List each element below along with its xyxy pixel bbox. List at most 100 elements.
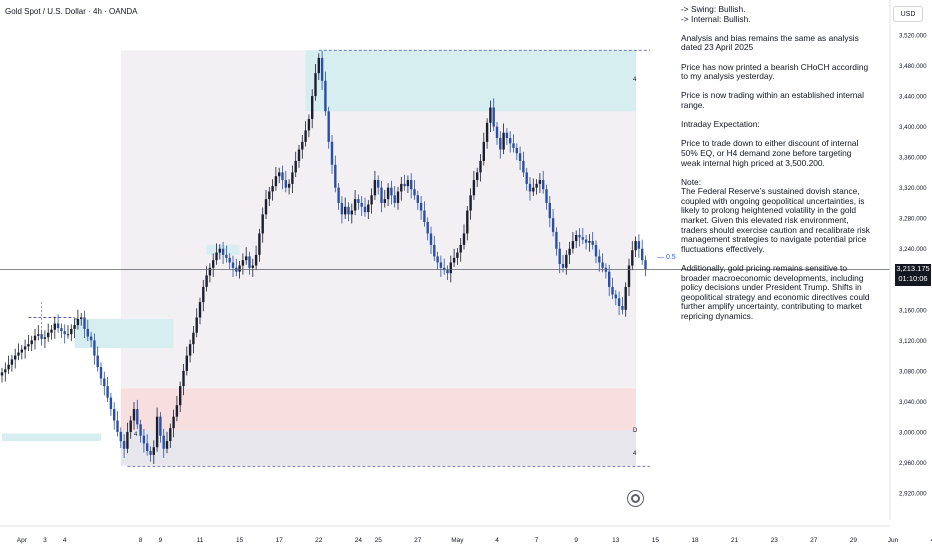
fib-level-label: — 0.5 bbox=[657, 254, 676, 261]
candle-body bbox=[132, 409, 136, 421]
candle-body bbox=[205, 275, 208, 287]
candle-body bbox=[604, 267, 608, 272]
candle-body bbox=[248, 256, 251, 268]
candle-body bbox=[578, 234, 581, 238]
candle-body bbox=[274, 176, 278, 187]
candle-body bbox=[73, 325, 76, 329]
candle-body bbox=[502, 132, 505, 150]
candle-body bbox=[330, 141, 334, 165]
candle-body bbox=[545, 189, 548, 203]
y-tick-label: 3,480.000 bbox=[899, 63, 927, 70]
candle-body bbox=[641, 248, 644, 261]
y-tick-label: 3,400.000 bbox=[899, 124, 927, 131]
candle-body bbox=[96, 355, 99, 368]
candle-body bbox=[423, 210, 426, 223]
candle-body bbox=[591, 241, 594, 245]
candle-body bbox=[254, 254, 258, 266]
x-tick-label: 8 bbox=[139, 537, 143, 544]
candle-body bbox=[162, 435, 165, 449]
candle-body bbox=[403, 183, 406, 187]
candle-body bbox=[532, 187, 535, 192]
demand-zone-4-label: 4 bbox=[633, 451, 637, 457]
note-title: Note: bbox=[681, 176, 702, 187]
candle-body bbox=[393, 195, 396, 203]
supply-zone-label: 4 bbox=[633, 77, 637, 83]
candle-body bbox=[337, 187, 340, 203]
candle-body bbox=[37, 334, 40, 336]
candle-body bbox=[182, 370, 185, 387]
x-tick-label: 13 bbox=[612, 537, 620, 544]
x-tick-label: 25 bbox=[375, 537, 383, 544]
x-tick-label: 15 bbox=[236, 537, 244, 544]
x-tick-label: 23 bbox=[771, 537, 779, 544]
x-tick-label: 22 bbox=[315, 537, 323, 544]
candle-body bbox=[499, 138, 502, 150]
candle-body bbox=[485, 122, 489, 142]
candle-body bbox=[113, 409, 116, 421]
analysis-notes: -> Swing: Bullish. -> Internal: Bullish.… bbox=[681, 4, 871, 331]
tradingview-logo-icon[interactable] bbox=[627, 490, 644, 507]
candle-body bbox=[542, 180, 545, 190]
candle-body bbox=[608, 271, 611, 287]
candle-body bbox=[558, 248, 561, 264]
candle-body bbox=[291, 172, 294, 184]
candle-body bbox=[614, 294, 617, 299]
candle-body bbox=[400, 183, 403, 192]
candle-body bbox=[505, 132, 509, 139]
y-tick-label: 3,360.000 bbox=[899, 155, 927, 162]
x-tick-label: 15 bbox=[652, 537, 660, 544]
candle-body bbox=[370, 195, 373, 205]
x-tick-label: 18 bbox=[691, 537, 699, 544]
x-tick-label: 4 bbox=[495, 537, 499, 544]
candle-body bbox=[122, 441, 126, 449]
candle-body bbox=[139, 424, 142, 436]
swing-label: 4 bbox=[134, 432, 138, 438]
bias-swing: -> Swing: Bullish. bbox=[681, 4, 746, 14]
bias-internal: -> Internal: Bullish. bbox=[681, 13, 751, 24]
y-tick-label: 3,240.000 bbox=[899, 246, 927, 253]
currency-button[interactable]: USD bbox=[893, 6, 923, 22]
candle-body bbox=[601, 262, 604, 268]
candle-body bbox=[66, 334, 70, 336]
candle-body bbox=[241, 260, 245, 266]
y-tick-label: 3,160.000 bbox=[899, 307, 927, 314]
y-tick-label: 3,320.000 bbox=[899, 185, 927, 192]
candle-body bbox=[492, 107, 495, 127]
candle-body bbox=[446, 270, 449, 274]
candle-body bbox=[10, 359, 14, 365]
candle-body bbox=[482, 141, 485, 161]
candle-body bbox=[129, 420, 132, 432]
candle-body bbox=[80, 317, 83, 319]
y-tick-label: 3,280.000 bbox=[899, 216, 927, 223]
current-price-tag: 3,213.175 01:10:06 bbox=[895, 264, 931, 286]
candle-body bbox=[287, 183, 291, 188]
candle-body bbox=[377, 180, 380, 188]
candle-body bbox=[594, 244, 598, 257]
candle-body bbox=[551, 218, 555, 232]
candle-body bbox=[512, 143, 515, 148]
candle-body bbox=[30, 340, 33, 345]
note-paragraph-4: Intraday Expectation: bbox=[681, 119, 760, 130]
demand-zone-d-label: D bbox=[633, 428, 638, 434]
candle-body bbox=[429, 233, 433, 245]
candle-body bbox=[548, 202, 551, 219]
candle-body bbox=[119, 431, 122, 442]
demand-zone-left bbox=[74, 318, 174, 348]
candle-body bbox=[373, 180, 377, 196]
x-tick-label: 11 bbox=[197, 537, 204, 544]
candle-body bbox=[449, 262, 452, 274]
candle-body bbox=[245, 256, 248, 261]
x-tick-label: 9 bbox=[574, 537, 578, 544]
candle-body bbox=[406, 180, 410, 187]
x-tick-label: 17 bbox=[276, 537, 284, 544]
candle-body bbox=[611, 286, 614, 295]
candle-body bbox=[396, 191, 400, 203]
y-tick-label: 2,960.000 bbox=[899, 460, 927, 467]
candle-body bbox=[27, 344, 30, 347]
x-tick-label: Apr bbox=[17, 537, 28, 544]
candle-body bbox=[149, 451, 152, 455]
candle-body bbox=[439, 262, 443, 268]
candle-body bbox=[165, 441, 169, 449]
